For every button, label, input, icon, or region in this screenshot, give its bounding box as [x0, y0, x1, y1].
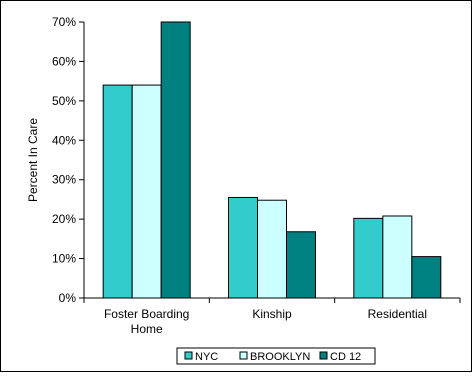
- legend-swatch: [239, 351, 248, 360]
- x-category-label: Foster Boarding Home: [104, 307, 189, 336]
- legend-swatch: [184, 351, 193, 360]
- y-tick-label: 20%: [52, 212, 76, 226]
- bars: [83, 21, 461, 303]
- y-tick-label: 30%: [52, 173, 76, 187]
- y-tick-label: 60%: [52, 54, 76, 68]
- bar-nyc-2: [353, 217, 384, 299]
- bar-nyc-0: [102, 84, 133, 299]
- legend-label: CD 12: [330, 351, 361, 363]
- y-axis-ticks: 0% 10% 20% 30% 40% 50% 60% 70%: [52, 15, 84, 305]
- x-category-label: Residential: [368, 307, 427, 321]
- x-axis-labels: Foster Boarding Home Kinship Residential: [104, 307, 427, 336]
- bar-cd-12-0: [160, 21, 191, 299]
- bar-brooklyn-1: [257, 199, 287, 299]
- bar-chart: 0% 10% 20% 30% 40% 50% 60% 70% Foster Boarding H…: [26, 15, 461, 365]
- y-tick-label: 0%: [59, 291, 77, 305]
- x-category-label: Kinship: [252, 307, 292, 321]
- y-tick-label: 50%: [52, 94, 76, 108]
- bar-brooklyn-2: [382, 215, 413, 299]
- legend: NYC BROOKLYN CD 12: [176, 347, 376, 365]
- legend-label: NYC: [195, 351, 218, 363]
- y-tick-label: 10%: [52, 252, 76, 266]
- legend-swatch: [319, 351, 328, 360]
- bar-nyc-1: [228, 196, 258, 299]
- bar-brooklyn-0: [131, 84, 162, 299]
- y-tick-label: 70%: [52, 15, 76, 29]
- bar-cd-12-2: [411, 256, 442, 299]
- y-axis-title: Percent In Care: [26, 118, 40, 202]
- legend-label: BROOKLYN: [250, 351, 310, 363]
- bar-cd-12-1: [286, 231, 316, 299]
- y-tick-label: 40%: [52, 133, 76, 147]
